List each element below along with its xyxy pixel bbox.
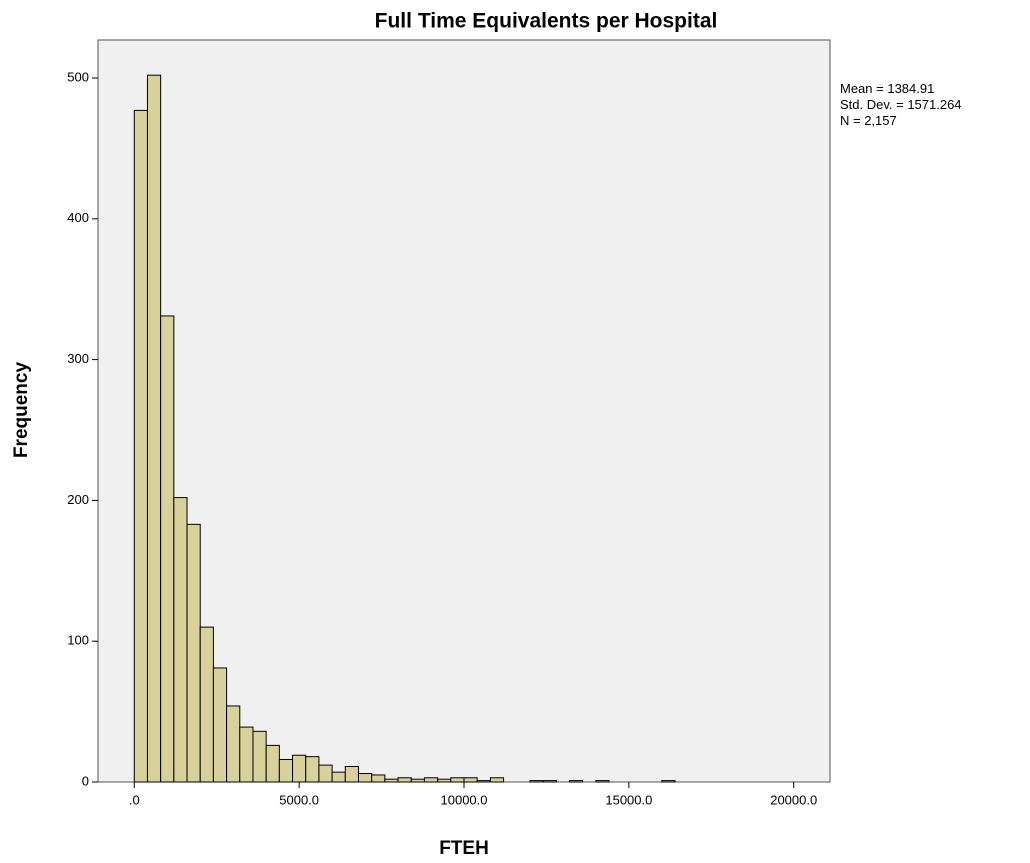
bar [305, 756, 320, 783]
bar [371, 774, 386, 783]
bar [146, 74, 162, 783]
plot-area [97, 39, 831, 783]
y-axis-label: Frequency [11, 362, 32, 459]
bar [252, 730, 267, 783]
y-tick-label: 200 [67, 492, 89, 507]
x-tick-label: .0 [129, 792, 140, 807]
y-tick-label: 100 [67, 633, 89, 648]
bar [226, 705, 241, 783]
bar [344, 766, 359, 783]
bar [397, 777, 412, 783]
bar [292, 754, 307, 783]
bar [489, 777, 505, 783]
bar [450, 777, 465, 783]
y-tick-label: 300 [67, 351, 89, 366]
bar [384, 778, 399, 783]
bar [595, 780, 610, 783]
bar [318, 764, 333, 783]
bar [542, 780, 557, 783]
y-tick-label: 400 [67, 210, 89, 225]
bar [410, 778, 425, 783]
bar [437, 778, 452, 783]
bar [476, 780, 491, 783]
stats-annotation: Mean = 1384.91 [840, 81, 934, 96]
y-tick-label: 0 [82, 773, 89, 788]
chart-title: Full Time Equivalents per Hospital [375, 10, 718, 33]
x-tick-label: 10000.0 [441, 792, 488, 807]
x-axis-label: FTEH [439, 838, 489, 859]
bar [357, 773, 373, 783]
x-tick-label: 15000.0 [605, 792, 652, 807]
bar [173, 497, 188, 783]
bar [160, 315, 175, 783]
bar [661, 780, 676, 783]
bar [463, 777, 478, 783]
bar [529, 780, 544, 783]
bar [239, 726, 254, 783]
bar [331, 771, 346, 783]
bar [423, 777, 439, 783]
bar [186, 523, 201, 783]
x-tick-label: 20000.0 [770, 792, 817, 807]
stats-annotation: N = 2,157 [840, 113, 897, 128]
bar [569, 780, 584, 783]
bar [133, 109, 148, 783]
x-tick-label: 5000.0 [279, 792, 319, 807]
y-tick-label: 500 [67, 69, 89, 84]
stats-annotation: Std. Dev. = 1571.264 [840, 97, 962, 112]
bar [199, 626, 214, 783]
bar [212, 667, 228, 783]
bar [265, 744, 280, 783]
bar [278, 758, 294, 783]
